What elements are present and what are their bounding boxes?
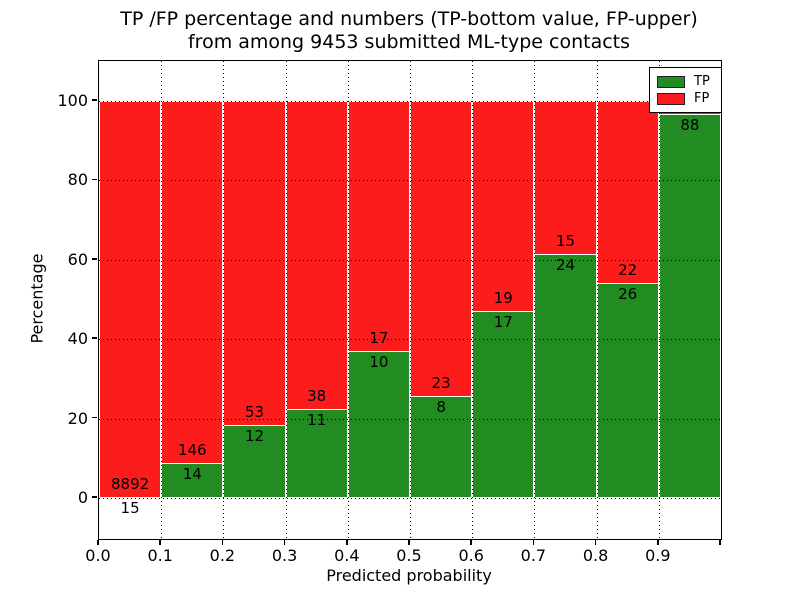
x-tick [97,540,99,545]
bar-label-fp: 19 [493,288,513,307]
y-tick [92,416,97,419]
bar-label-fp: 17 [369,328,389,347]
x-tick [657,540,659,545]
v-gridline [534,61,536,539]
bar-label-fp: 8892 [111,475,150,494]
x-tick-label: 0.1 [147,546,173,565]
x-tick [408,540,410,545]
x-tick-label: 0.3 [271,546,298,565]
bar-labels-layer: 8892 15 146 14 53 12 38 11 17 10 23 8 19 17 15 24 22 26 88 [99,61,721,539]
x-tick [719,540,721,545]
bar-label-fp: 22 [618,260,638,279]
bar-label-fp: 38 [307,386,327,405]
bar-label-tp: 88 [680,116,700,135]
x-tick-label: 0.4 [334,546,360,565]
y-tick [92,99,97,101]
x-tick-label: 0.0 [85,546,111,565]
v-gridline [161,61,163,539]
v-gridline [410,61,411,539]
bar-label-fp: 23 [431,373,451,392]
legend: TP FP [649,67,722,113]
bar-segment-tp [223,424,286,498]
bar-segment-fp [596,101,659,283]
x-tick-label: 0.5 [396,546,422,565]
x-tick-label: 0.7 [520,546,547,565]
bar-label-tp: 17 [493,312,513,331]
bar-segment-tp [410,395,473,498]
bars-layer [99,61,721,539]
x-tick [532,540,535,545]
plot-area: 8892 15 146 14 53 12 38 11 17 10 23 8 19 17 15 24 22 26 88… [98,60,722,540]
bar-label-tp: 24 [555,255,576,274]
y-tick-label: 60 [67,249,88,269]
v-gridline [223,61,225,539]
legend-item-fp: FP [657,90,715,107]
y-tick [92,496,97,498]
v-gridline [596,61,598,539]
chart-title: TP /FP percentage and numbers (TP-bottom… [98,8,720,54]
y-tick-label: 20 [67,408,88,428]
grid-layer [99,61,721,539]
x-tick-label: 0.9 [645,546,671,565]
legend-item-tp: TP [657,73,715,90]
x-tick [346,540,348,545]
bar-label-tp: 14 [182,465,202,484]
bar-segment-fp [161,101,224,464]
bar-segment-fp [223,101,286,425]
bar-label-tp: 10 [369,352,389,371]
bar-segment-fp [99,101,162,498]
bar-segment-fp [347,101,410,351]
bar-label-tp: 26 [618,284,638,303]
x-tick [159,540,161,545]
y-tick-label: 100 [57,91,88,110]
fp-swatch-icon [657,92,685,105]
bar-label-tp: 11 [307,410,327,429]
v-gridline [658,61,660,539]
x-tick-label: 0.6 [458,546,484,565]
v-gridline [285,61,287,539]
x-axis-label: Predicted probability [326,566,492,585]
bar-label-tp: 8 [436,397,446,416]
x-tick-label: 0.2 [209,546,236,565]
bar-label-tp: 12 [244,426,265,445]
bar-segment-tp [534,253,597,498]
v-gridline [472,61,474,539]
bar-label-fp: 53 [244,402,265,421]
bar-label-fp: 15 [555,231,576,250]
y-tick-label: 40 [67,329,88,349]
x-tick [594,540,597,545]
legend-label-tp: TP [694,74,710,89]
bar-label-tp: 15 [120,499,140,518]
x-tick [221,540,224,545]
y-tick-label: 80 [67,170,88,190]
bar-label-fp: 146 [177,441,207,460]
y-tick [92,178,97,181]
legend-label-fp: FP [694,91,710,106]
tp-swatch-icon [657,75,685,88]
bar-segment-tp [472,310,535,498]
y-tick [92,258,97,260]
x-tick [283,540,286,545]
y-tick [92,337,97,339]
chart-title-line1: TP /FP percentage and numbers (TP-bottom… [120,8,698,30]
x-tick-label: 0.8 [582,546,609,565]
y-tick-label: 0 [77,488,88,507]
x-tick [470,540,472,545]
v-gridline [347,61,349,539]
chart-title-line2: from among 9453 submitted ML-type contac… [187,31,631,53]
